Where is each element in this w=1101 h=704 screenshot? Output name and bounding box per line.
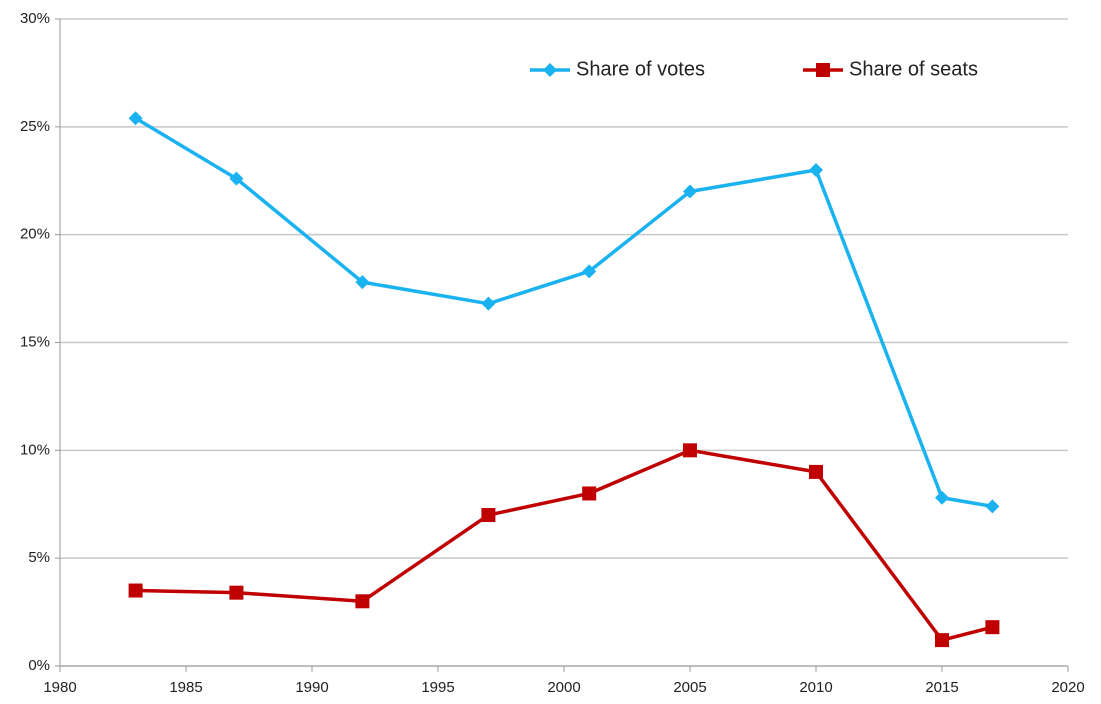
legend-marker: [543, 63, 557, 77]
x-tick-label: 2015: [925, 679, 958, 696]
legend-marker: [816, 63, 830, 77]
y-tick-label: 10%: [20, 441, 50, 458]
y-tick-label: 30%: [20, 10, 50, 27]
marker: [128, 111, 143, 126]
series-line: [135, 448, 993, 642]
marker: [229, 171, 244, 186]
y-tick-label: 25%: [20, 118, 50, 135]
x-tick-label: 2020: [1051, 679, 1084, 696]
x-tick-label: 1980: [43, 679, 76, 696]
marker: [935, 633, 949, 648]
marker: [582, 486, 597, 501]
x-tick-label: 2000: [547, 679, 580, 696]
marker: [935, 490, 949, 505]
legend: Share of votes Share of seats: [530, 58, 978, 80]
x-tick-label: 1995: [421, 679, 454, 696]
y-tick-label: 0%: [28, 657, 50, 674]
x-tick-label: 2005: [673, 679, 706, 696]
legend-label: Share of seats: [849, 58, 978, 80]
y-tick-label: 15%: [20, 333, 50, 350]
x-tick-label: 1985: [169, 679, 202, 696]
y-tick-label: 20%: [20, 226, 50, 243]
marker: [683, 184, 697, 199]
marker: [985, 620, 1000, 635]
y-tick-label: 5%: [28, 549, 50, 566]
marker: [229, 585, 244, 600]
marker: [582, 264, 597, 279]
x-tick-label: 2010: [799, 679, 832, 696]
legend-label: Share of votes: [576, 58, 705, 80]
marker: [481, 296, 496, 311]
marker: [809, 464, 823, 479]
marker: [683, 443, 697, 458]
marker: [985, 499, 1000, 514]
marker: [355, 275, 370, 290]
marker: [355, 594, 370, 609]
x-tick-label: 1990: [295, 679, 328, 696]
marker: [128, 583, 143, 598]
marker: [809, 162, 823, 177]
series-line: [134, 116, 993, 509]
marker: [481, 508, 496, 523]
